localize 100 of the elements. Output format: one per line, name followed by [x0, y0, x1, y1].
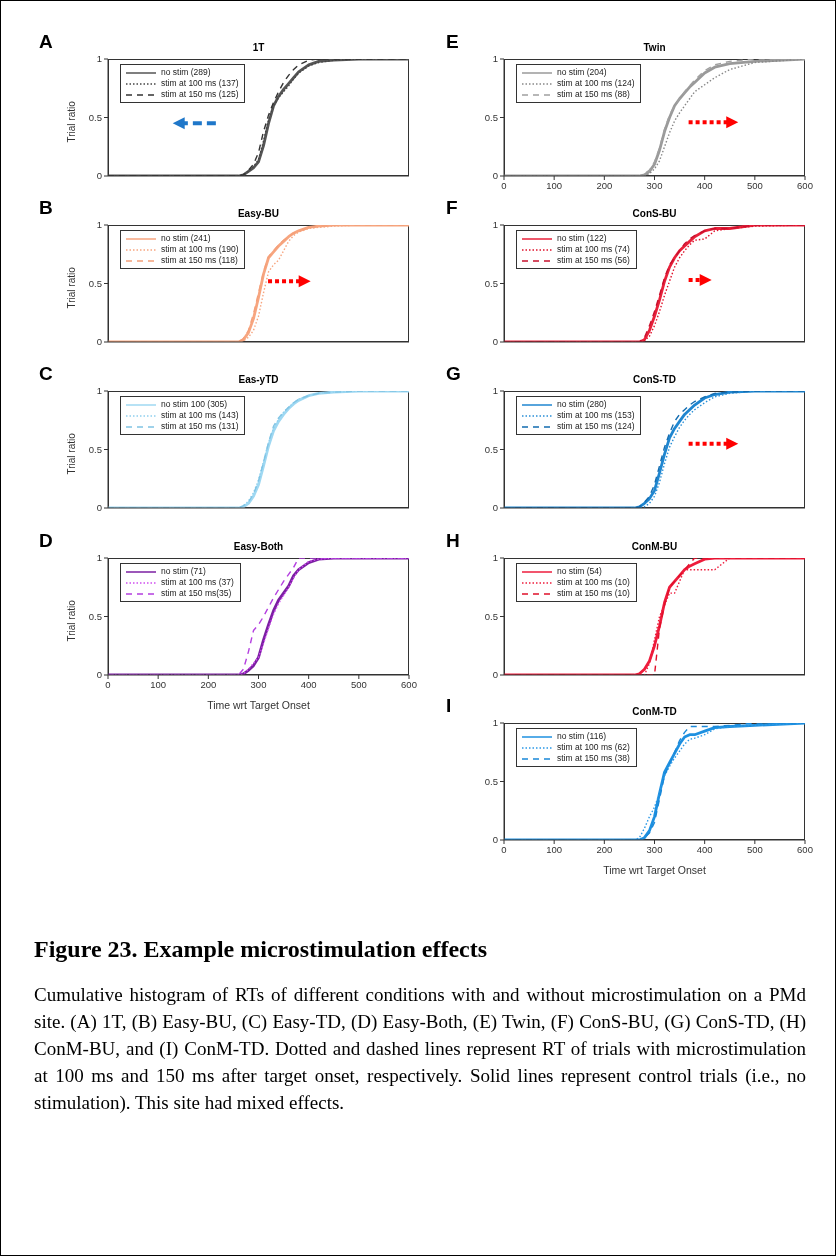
chart-title: ConS-TD [632, 374, 677, 385]
chart-title: ConS-BU [631, 208, 678, 219]
x-tick-label: 0 [105, 678, 111, 690]
text: E [446, 31, 459, 53]
y-tick-label: 0.5 [484, 277, 498, 289]
y-tick-label: 1 [96, 385, 102, 397]
legend-label: stim at 150 ms(35) [161, 588, 232, 599]
x-tick-label: 200 [596, 843, 613, 855]
y-tick-label: 0 [96, 502, 102, 514]
legend-label: stim at 100 ms (37) [161, 577, 234, 588]
x-tick-label: 300 [250, 678, 267, 690]
legend-label: stim at 100 ms (190) [161, 244, 239, 255]
legend-label: no stim 100 (305) [161, 399, 228, 410]
text: F [446, 197, 458, 219]
legend-label: no stim (54) [557, 566, 602, 577]
x-tick-label: 200 [596, 179, 613, 191]
text: D [39, 530, 53, 552]
x-tick-label: 100 [546, 843, 563, 855]
x-tick-label: 600 [797, 843, 813, 855]
y-tick-label: 1 [492, 219, 498, 231]
legend-label: stim at 100 ms (74) [557, 244, 630, 255]
text: B [39, 197, 53, 219]
y-tick-label: 1 [96, 219, 102, 231]
x-axis-title: Time wrt Target Onset [207, 699, 310, 711]
legend-label: stim at 150 ms (118) [161, 255, 238, 266]
x-tick-label: 300 [646, 179, 663, 191]
legend-label: stim at 150 ms (10) [557, 588, 630, 599]
y-tick-label: 0.5 [88, 443, 102, 455]
x-tick-label: 100 [150, 678, 167, 690]
legend-label: no stim (289) [161, 67, 211, 78]
y-axis-title: Trial ratio [65, 599, 77, 642]
y-tick-label: 1 [492, 53, 498, 65]
chart-title: 1T [251, 42, 266, 53]
y-axis-title: Trial ratio [65, 266, 77, 309]
y-tick-label: 1 [492, 552, 498, 564]
y-axis-title: Trial ratio [65, 100, 77, 143]
chart-title: Twin [642, 42, 667, 53]
x-tick-label: 600 [401, 678, 417, 690]
y-tick-label: 0 [492, 502, 498, 514]
legend-label: stim at 100 ms (124) [557, 78, 635, 89]
chart-title: Eas-yTD [237, 374, 280, 385]
text: C [39, 363, 53, 385]
y-tick-label: 0 [492, 834, 498, 846]
text: I [446, 695, 452, 717]
x-tick-label: 0 [501, 179, 507, 191]
x-axis-title: Time wrt Target Onset [603, 864, 706, 876]
y-tick-label: 0 [492, 170, 498, 182]
chart-title: Easy-BU [236, 208, 281, 219]
legend-label: stim at 100 ms (143) [161, 410, 239, 421]
y-tick-label: 1 [492, 385, 498, 397]
y-tick-label: 0.5 [484, 111, 498, 123]
x-tick-label: 600 [797, 179, 813, 191]
y-tick-label: 1 [492, 717, 498, 729]
legend-label: stim at 150 ms (56) [557, 255, 630, 266]
x-tick-label: 100 [546, 179, 563, 191]
y-tick-label: 1 [96, 552, 102, 564]
x-tick-label: 400 [300, 678, 317, 690]
legend-label: no stim (241) [161, 233, 211, 244]
caption: Figure 23. Example microstimulation effects [34, 936, 489, 963]
x-tick-label: 0 [501, 843, 507, 855]
x-tick-label: 400 [696, 179, 713, 191]
legend-label: stim at 150 ms (125) [161, 89, 239, 100]
text: A [39, 31, 53, 53]
chart-title: ConM-BU [630, 541, 679, 552]
legend-label: no stim (122) [557, 233, 607, 244]
x-tick-label: 500 [350, 678, 367, 690]
y-tick-label: 1 [96, 53, 102, 65]
legend-label: stim at 150 ms (124) [557, 421, 635, 432]
legend-label: stim at 100 ms (62) [557, 742, 630, 753]
y-axis-title: Trial ratio [65, 432, 77, 475]
y-tick-label: 0 [96, 170, 102, 182]
legend-label: stim at 100 ms (137) [161, 78, 239, 89]
y-tick-label: 0.5 [484, 443, 498, 455]
y-tick-label: 0 [96, 336, 102, 348]
legend-label: no stim (71) [161, 566, 206, 577]
legend-label: stim at 150 ms (131) [161, 421, 239, 432]
legend-label: stim at 100 ms (153) [557, 410, 635, 421]
x-tick-label: 400 [696, 843, 713, 855]
chart-title: ConM-TD [631, 706, 678, 717]
y-tick-label: 0 [492, 669, 498, 681]
y-tick-label: 0.5 [88, 277, 102, 289]
y-tick-label: 0.5 [484, 610, 498, 622]
y-tick-label: 0 [96, 669, 102, 681]
text: H [446, 530, 460, 552]
y-tick-label: 0.5 [88, 111, 102, 123]
x-tick-label: 200 [200, 678, 217, 690]
legend-label: no stim (204) [557, 67, 607, 78]
x-tick-label: 500 [746, 843, 763, 855]
legend-label: no stim (116) [557, 731, 606, 742]
legend-label: stim at 150 ms (88) [557, 89, 630, 100]
text: G [446, 363, 461, 385]
x-tick-label: 500 [746, 179, 763, 191]
chart-title: Easy-Both [232, 541, 285, 552]
y-tick-label: 0 [492, 336, 498, 348]
y-tick-label: 0.5 [484, 775, 498, 787]
legend-label: stim at 100 ms (10) [557, 577, 630, 588]
x-tick-label: 300 [646, 843, 663, 855]
legend-label: stim at 150 ms (38) [557, 753, 630, 764]
text: Cumulative histogram of RTs of different conditions with and without microstimulation on a PMd site. (A) 1T, (B) Easy-BU, (C) Easy-TD, (D) Easy-Both, (E) Twin, (F) ConS-BU, (G) ConS-TD, (H) ConM-BU, and (I) ConM-TD. Dotted and dashed lines represent RT of trials with microstimulation at 100 ms and 150 ms after target onset, respectively. Solid lines represent control trials (i.e., no stimulation). This site had mixed effects. [34, 983, 806, 1115]
y-tick-label: 0.5 [88, 610, 102, 622]
